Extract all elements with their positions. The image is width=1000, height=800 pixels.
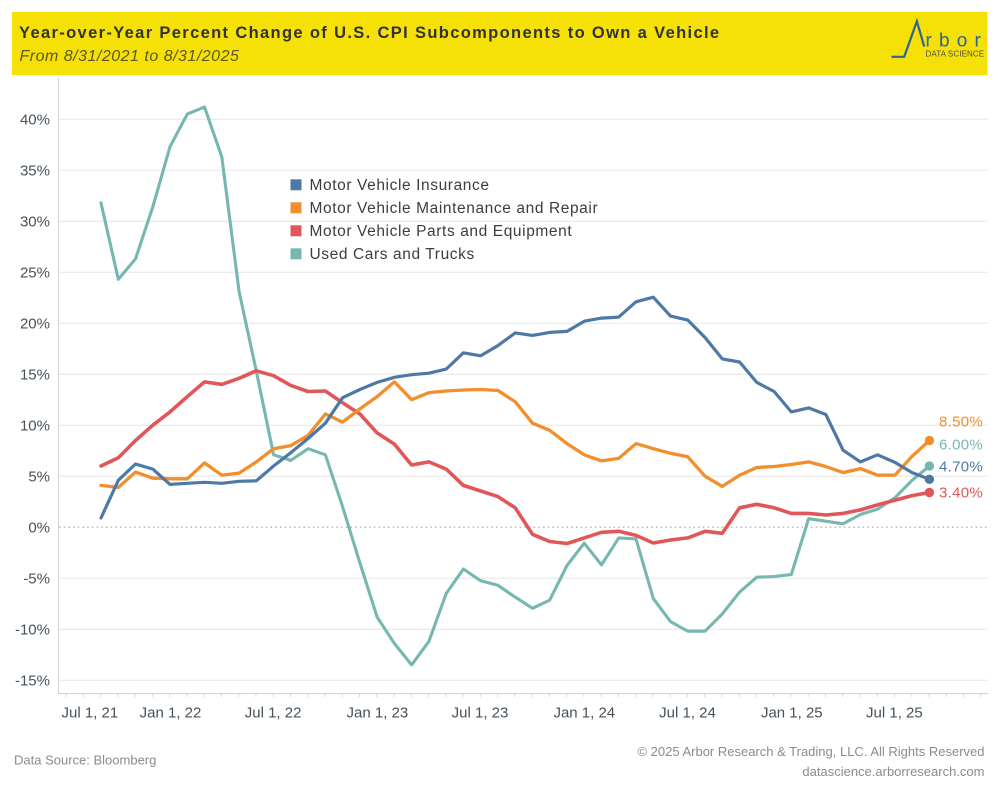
svg-text:35%: 35% [20, 163, 50, 180]
svg-text:-5%: -5% [23, 571, 50, 588]
svg-text:15%: 15% [20, 367, 50, 384]
svg-text:Motor Vehicle Insurance: Motor Vehicle Insurance [310, 177, 490, 194]
svg-text:DATA SCIENCE: DATA SCIENCE [926, 50, 985, 59]
svg-text:-10%: -10% [15, 622, 50, 639]
svg-text:Jan 1, 24: Jan 1, 24 [553, 705, 615, 722]
svg-text:Data Source: Bloomberg: Data Source: Bloomberg [14, 753, 156, 768]
svg-text:3.40%: 3.40% [939, 484, 983, 501]
svg-text:© 2025 Arbor Research & Tradin: © 2025 Arbor Research & Trading, LLC. Al… [637, 744, 984, 759]
svg-text:40%: 40% [20, 112, 50, 129]
svg-text:20%: 20% [20, 316, 50, 333]
svg-text:Jul 1, 22: Jul 1, 22 [245, 705, 302, 722]
svg-text:Jan 1, 25: Jan 1, 25 [761, 705, 823, 722]
svg-text:Motor Vehicle Parts and Equipm: Motor Vehicle Parts and Equipment [310, 223, 573, 240]
svg-text:10%: 10% [20, 418, 50, 435]
svg-text:datascience.arborresearch.com: datascience.arborresearch.com [802, 764, 984, 779]
svg-text:Jul 1, 24: Jul 1, 24 [659, 705, 716, 722]
svg-text:6.00%: 6.00% [939, 436, 983, 453]
svg-text:Jan 1, 22: Jan 1, 22 [140, 705, 202, 722]
svg-text:-15%: -15% [15, 673, 50, 690]
svg-text:From 8/31/2021 to 8/31/2025: From 8/31/2021 to 8/31/2025 [20, 48, 240, 65]
svg-text:Jan 1, 23: Jan 1, 23 [347, 705, 409, 722]
svg-text:5%: 5% [28, 469, 50, 486]
svg-text:8.50%: 8.50% [939, 413, 983, 430]
svg-text:0%: 0% [28, 520, 50, 537]
svg-text:rbor: rbor [926, 31, 989, 52]
svg-text:Year-over-Year Percent Change: Year-over-Year Percent Change of U.S. CP… [19, 24, 720, 42]
svg-text:4.70%: 4.70% [939, 458, 983, 475]
svg-text:30%: 30% [20, 214, 50, 231]
svg-text:Used Cars and Trucks: Used Cars and Trucks [310, 246, 475, 263]
svg-text:Jul 1, 21: Jul 1, 21 [62, 705, 119, 722]
svg-text:Jul 1, 23: Jul 1, 23 [452, 705, 509, 722]
svg-text:Jul 1, 25: Jul 1, 25 [866, 705, 923, 722]
svg-text:Motor Vehicle Maintenance and: Motor Vehicle Maintenance and Repair [310, 200, 599, 217]
svg-text:25%: 25% [20, 265, 50, 282]
